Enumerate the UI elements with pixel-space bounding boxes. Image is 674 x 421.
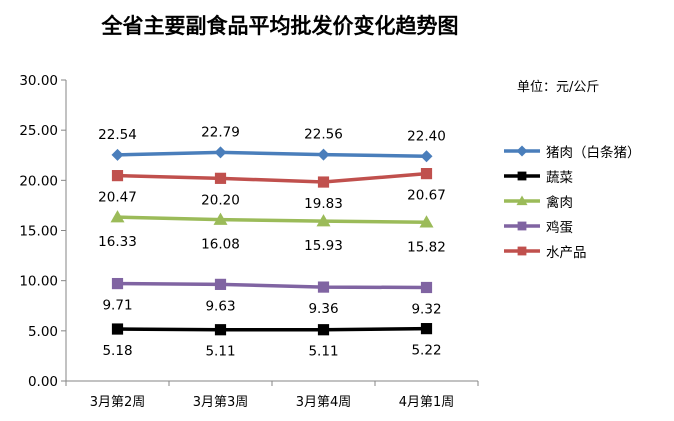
legend-item: 鸡蛋	[502, 213, 641, 238]
square-marker	[420, 168, 433, 180]
data-label: 5.18	[102, 343, 132, 359]
x-tick-label: 3月第3周	[193, 395, 249, 410]
data-label: 20.20	[201, 192, 240, 208]
data-label: 19.83	[304, 196, 343, 212]
data-label: 9.32	[411, 301, 441, 317]
legend-swatch	[504, 195, 540, 205]
data-label: 22.79	[201, 124, 240, 140]
data-label: 5.11	[205, 344, 235, 360]
series-禽肉: 16.33 16.08 15.93 15.82	[98, 210, 446, 255]
series-line	[117, 215, 427, 225]
triangle-marker	[213, 212, 228, 225]
square-marker	[214, 324, 227, 336]
triangle-marker	[110, 210, 125, 223]
legend-item: 蔬菜	[502, 163, 641, 188]
x-tick-label: 3月第4周	[296, 395, 352, 410]
square-marker	[214, 278, 227, 290]
x-tick-label: 3月第2周	[90, 395, 146, 410]
series-猪肉（白条猪）: 22.54 22.79 22.56 22.40	[98, 124, 446, 163]
y-tick-label: 25.00	[19, 123, 58, 139]
data-label: 20.67	[407, 188, 446, 204]
data-label: 22.40	[407, 128, 446, 144]
data-label: 16.33	[98, 234, 137, 250]
legend-label: 猪肉（白条猪）	[546, 144, 641, 161]
diamond-marker	[214, 146, 227, 159]
diamond-marker	[111, 148, 124, 161]
square-marker	[517, 246, 527, 255]
chart-title: 全省主要副食品平均批发价变化趋势图	[101, 13, 459, 38]
legend-label: 鸡蛋	[546, 219, 573, 236]
series-line	[117, 281, 427, 290]
series-line	[117, 171, 427, 184]
legend: 猪肉（白条猪） 蔬菜禽肉鸡蛋水产品	[502, 138, 641, 263]
diamond-marker	[420, 150, 433, 163]
series-水产品: 20.47 20.20 19.83 20.67	[98, 168, 446, 212]
y-tick-label: 10.00	[19, 274, 58, 290]
square-marker	[111, 323, 124, 335]
legend-swatch	[504, 221, 540, 230]
y-tick-label: 0.00	[28, 374, 58, 390]
diamond-marker	[516, 145, 528, 156]
data-label: 22.54	[98, 127, 137, 143]
data-label: 20.47	[98, 190, 137, 206]
data-label: 9.36	[308, 301, 338, 317]
legend-label: 禽肉	[546, 194, 573, 211]
square-marker	[517, 221, 527, 230]
y-tick-label: 30.00	[19, 73, 58, 89]
legend-swatch	[504, 246, 540, 255]
data-label: 15.82	[407, 239, 446, 255]
y-tick-label: 20.00	[19, 173, 58, 189]
data-label: 16.08	[201, 237, 240, 253]
square-marker	[517, 171, 527, 180]
diamond-marker	[317, 148, 330, 161]
data-label: 5.11	[308, 344, 338, 360]
legend-item: 水产品	[502, 238, 641, 263]
series-蔬菜: 5.18 5.11 5.11 5.22	[102, 323, 442, 360]
legend-swatch	[504, 171, 540, 180]
square-marker	[214, 172, 227, 184]
legend-swatch	[504, 145, 540, 156]
square-marker	[317, 176, 330, 188]
data-label: 9.71	[102, 298, 132, 314]
data-label: 9.63	[205, 298, 235, 314]
series-鸡蛋: 9.71 9.63 9.36 9.32	[102, 277, 442, 317]
square-marker	[317, 324, 330, 336]
square-marker	[111, 170, 124, 182]
data-label: 22.56	[304, 127, 343, 143]
square-marker	[420, 323, 433, 335]
legend-item: 禽肉	[502, 188, 641, 213]
legend-label: 水产品	[546, 244, 587, 261]
unit-note: 单位：元/公斤	[517, 80, 600, 95]
triangle-marker	[316, 214, 331, 227]
legend-item: 猪肉（白条猪）	[502, 138, 641, 163]
y-tick-label: 5.00	[28, 324, 58, 340]
square-marker	[111, 277, 124, 290]
legend-label: 蔬菜	[546, 169, 573, 186]
y-tick-label: 15.00	[19, 224, 58, 240]
triangle-marker	[516, 195, 528, 205]
x-tick-label: 4月第1周	[399, 395, 455, 410]
series-line	[117, 150, 427, 159]
series-line	[117, 326, 427, 332]
data-label: 15.93	[304, 238, 343, 254]
data-label: 5.22	[411, 343, 441, 359]
square-marker	[420, 281, 433, 294]
square-marker	[317, 281, 330, 293]
triangle-marker	[419, 215, 434, 228]
